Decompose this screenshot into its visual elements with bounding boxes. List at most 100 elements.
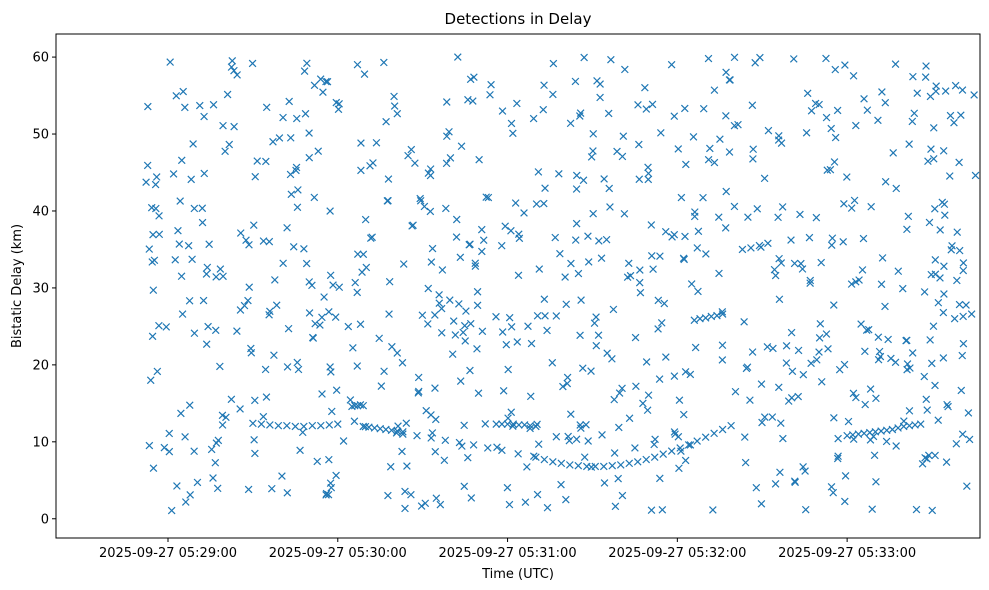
data-point xyxy=(474,389,483,398)
data-point xyxy=(431,384,439,392)
data-point xyxy=(222,413,230,422)
data-point xyxy=(797,259,805,268)
data-point xyxy=(216,362,224,371)
data-point xyxy=(623,273,632,281)
data-point xyxy=(614,423,623,432)
y-tick-label: 40 xyxy=(32,204,49,219)
data-point xyxy=(910,109,919,118)
data-point xyxy=(529,452,538,461)
data-point xyxy=(682,160,690,169)
data-point xyxy=(251,449,259,458)
data-point xyxy=(636,288,645,297)
data-point xyxy=(610,449,619,457)
data-point xyxy=(228,57,237,65)
data-point xyxy=(649,265,657,273)
data-point xyxy=(614,474,623,483)
data-point xyxy=(322,77,330,86)
data-point xyxy=(549,59,558,68)
data-point xyxy=(361,422,370,431)
data-point xyxy=(584,258,593,266)
data-point xyxy=(660,299,669,308)
data-point xyxy=(604,109,613,118)
data-point xyxy=(350,417,359,426)
data-point xyxy=(227,395,236,404)
data-point xyxy=(230,66,238,75)
data-point xyxy=(565,461,574,469)
y-tick-label: 30 xyxy=(32,281,49,296)
data-point xyxy=(509,129,517,138)
data-point xyxy=(963,482,971,490)
data-point xyxy=(294,186,302,194)
data-point xyxy=(413,431,421,440)
data-point xyxy=(524,322,532,331)
data-point xyxy=(242,236,250,245)
data-point xyxy=(815,334,824,342)
data-point xyxy=(300,67,309,75)
data-point xyxy=(533,420,541,429)
data-point xyxy=(603,349,611,358)
data-point xyxy=(817,258,826,267)
data-point xyxy=(763,343,772,351)
data-point xyxy=(953,276,961,285)
data-point xyxy=(325,307,333,316)
data-point xyxy=(934,298,943,307)
data-point xyxy=(176,197,185,205)
data-point xyxy=(684,441,693,449)
data-point xyxy=(153,367,162,376)
data-point xyxy=(656,129,665,137)
data-point xyxy=(866,436,875,444)
data-point xyxy=(927,270,936,279)
data-point xyxy=(166,58,174,66)
data-point xyxy=(473,301,482,310)
data-point xyxy=(532,200,541,208)
data-point xyxy=(790,259,799,268)
data-point xyxy=(701,314,710,322)
data-point xyxy=(540,455,549,464)
data-point xyxy=(380,367,388,376)
data-point xyxy=(881,98,890,107)
data-point xyxy=(716,135,724,144)
data-point xyxy=(426,207,435,216)
data-point xyxy=(597,254,606,263)
data-point xyxy=(283,421,291,430)
data-point xyxy=(357,139,365,147)
data-point xyxy=(677,447,685,456)
data-point xyxy=(618,384,626,393)
data-point xyxy=(950,314,959,323)
data-point xyxy=(382,117,390,126)
data-point xyxy=(892,184,901,193)
data-point xyxy=(840,497,849,506)
data-point xyxy=(446,154,455,162)
data-point xyxy=(932,87,940,96)
data-point xyxy=(211,326,220,335)
data-point xyxy=(199,296,208,305)
data-point xyxy=(798,265,807,273)
data-point xyxy=(799,370,808,379)
data-point xyxy=(939,147,948,155)
data-point xyxy=(927,359,936,368)
data-point xyxy=(958,86,967,94)
data-point xyxy=(386,462,395,471)
data-point xyxy=(621,65,629,74)
data-point xyxy=(529,114,538,123)
data-point xyxy=(815,100,823,109)
data-point xyxy=(909,72,917,81)
data-point xyxy=(817,377,826,386)
data-point xyxy=(582,420,590,429)
data-point xyxy=(504,365,512,374)
data-point xyxy=(300,244,308,253)
data-point xyxy=(152,173,161,181)
data-point xyxy=(326,207,334,215)
data-point xyxy=(822,113,831,122)
data-point xyxy=(147,203,156,212)
data-point xyxy=(939,308,948,317)
data-point xyxy=(959,339,968,348)
data-point xyxy=(594,331,603,340)
data-point xyxy=(743,363,752,371)
data-point xyxy=(414,389,423,397)
data-point xyxy=(310,81,319,90)
data-point xyxy=(748,101,757,110)
data-point xyxy=(580,53,588,62)
data-point xyxy=(756,53,764,62)
data-point xyxy=(881,302,889,311)
